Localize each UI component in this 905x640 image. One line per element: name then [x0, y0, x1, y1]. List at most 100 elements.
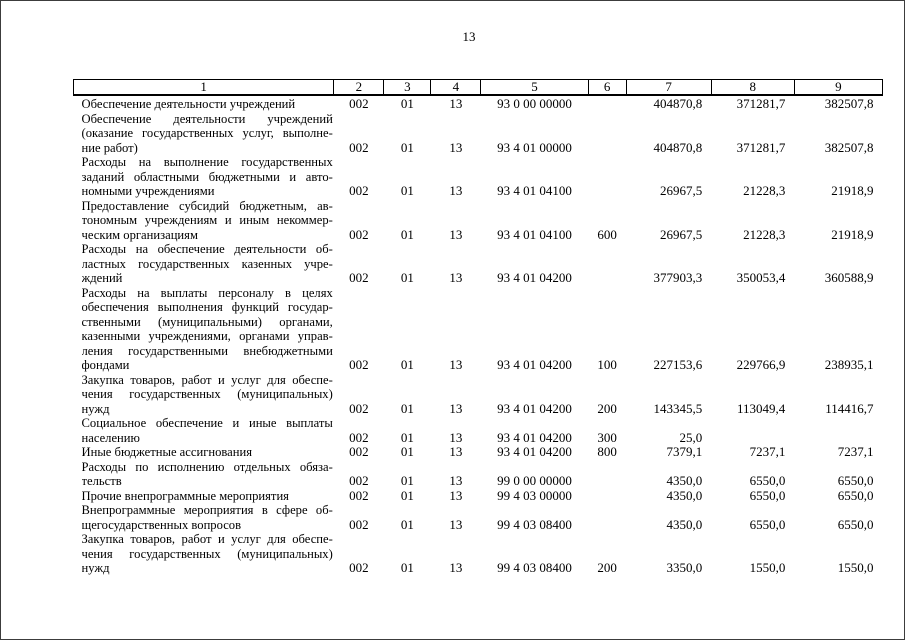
- cell-c7: 404870,8: [653, 96, 703, 111]
- cell-c7: 4350,0: [666, 516, 703, 532]
- cell-c3: 01: [400, 560, 414, 575]
- cell-c7: 4350,0: [666, 473, 703, 488]
- cell-c7: 4350,0: [666, 487, 703, 503]
- cell-c9: 382507,8: [824, 139, 874, 155]
- cell-c4: 13: [449, 473, 463, 488]
- cell-name: Обеспечение деятельности учреждений: [74, 95, 334, 112]
- table-row: Закупка товаров, работ и услуг для обесп…: [74, 532, 883, 576]
- cell-c3: 01: [400, 183, 414, 198]
- column-header: 2: [333, 79, 385, 96]
- cell-c2: 002: [349, 444, 369, 459]
- cell-c6: [588, 503, 626, 532]
- cell-c2: 002: [349, 400, 369, 416]
- cell-c2: 002: [349, 516, 369, 532]
- table-row: Закупка товаров, работ и услуг для обесп…: [74, 373, 883, 417]
- cell-c3: 01: [400, 226, 414, 242]
- cell-c8: [711, 416, 794, 445]
- name-line: Внепрограммные мероприятия в сфере об-: [81, 503, 333, 517]
- cell-c4: 13: [449, 400, 463, 416]
- cell-c7: 3350,0: [666, 560, 703, 575]
- name-line: чения государственных (муниципальных): [81, 387, 333, 401]
- cell-c2: 002: [349, 226, 369, 242]
- cell-name: Расходы на выплаты персоналу в целях обес…: [74, 286, 334, 373]
- table-row: Внепрограммные мероприятия в сфере об-ще…: [74, 503, 883, 532]
- cell-c2: 002: [349, 473, 369, 488]
- cell-c8: 6550,0: [749, 473, 786, 488]
- name-line: Обеспечение деятельности учреждений: [81, 97, 296, 111]
- name-line: казенными учреждениями, органами управ-: [81, 329, 333, 343]
- cell-name: Расходы по исполнению отдельных обяза-те…: [74, 460, 334, 489]
- cell-c9: 238935,1: [824, 357, 874, 372]
- cell-c2: 002: [349, 357, 369, 372]
- name-line: Закупка товаров, работ и услуг для обесп…: [81, 372, 333, 387]
- cell-c3: 01: [400, 444, 414, 459]
- cell-c5: 93 4 01 04100: [497, 226, 572, 242]
- cell-c6: 800: [597, 444, 617, 459]
- cell-c6: [588, 242, 626, 286]
- cell-c6: [588, 489, 626, 504]
- name-line: обеспечения выполнения функций государ-: [81, 300, 333, 314]
- cell-c6: 300: [597, 429, 617, 445]
- cell-name: Расходы на обеспечение деятельности об-л…: [74, 242, 334, 286]
- name-line: ственными (муниципальными) органами,: [81, 314, 333, 329]
- name-line: ние работ): [81, 140, 138, 155]
- cell-c3: 01: [400, 429, 414, 445]
- cell-name: Закупка товаров, работ и услуг для обесп…: [74, 532, 334, 576]
- cell-c7: 26967,5: [659, 226, 703, 242]
- name-line: ластных государственных казенных учре-: [81, 256, 333, 271]
- name-line: Расходы на обеспечение деятельности об-: [81, 242, 333, 256]
- page-number: 13: [462, 29, 476, 44]
- name-line: Обеспечение деятельности учреждений: [81, 111, 333, 126]
- cell-c8: 371281,7: [736, 96, 786, 111]
- cell-c5: 99 4 03 08400: [497, 516, 572, 532]
- cell-c8: 1550,0: [749, 560, 786, 575]
- cell-c6: 100: [597, 357, 617, 372]
- cell-c6: [588, 95, 626, 112]
- name-line: (оказание государственных услуг, выполне…: [81, 126, 333, 140]
- cell-c2: 002: [349, 560, 369, 575]
- cell-c2: 002: [349, 487, 369, 503]
- cell-c5: 93 0 00 00000: [497, 96, 572, 111]
- cell-c4: 13: [449, 560, 463, 575]
- cell-c2: 002: [349, 96, 369, 111]
- cell-c8: 6550,0: [749, 516, 786, 532]
- cell-c5: 93 4 01 00000: [497, 139, 572, 155]
- cell-c6: [588, 155, 626, 199]
- column-header: 3: [383, 79, 432, 96]
- cell-c9: 21918,9: [831, 226, 874, 242]
- cell-c4: 13: [449, 96, 463, 111]
- cell-c4: 13: [449, 139, 463, 155]
- table-row: Прочие внепрограммные мероприятия 002 01 13…: [74, 487, 883, 504]
- cell-c3: 01: [400, 516, 414, 532]
- cell-c2: 002: [349, 139, 369, 155]
- cell-c6: 600: [597, 226, 617, 242]
- table-row: Расходы на выплаты персоналу в целях обес…: [74, 286, 883, 373]
- cell-c9: 6550,0: [837, 516, 874, 532]
- cell-c4: 13: [449, 487, 463, 503]
- cell-c7: 377903,3: [653, 270, 703, 285]
- cell-c7: 7379,1: [666, 444, 703, 459]
- cell-c9: 360588,9: [824, 270, 874, 285]
- cell-c7: 26967,5: [659, 183, 703, 198]
- name-line: населению: [81, 430, 140, 445]
- cell-name: Расходы на выполнение государственных зад…: [74, 155, 334, 199]
- cell-c5: 99 0 00 00000: [497, 473, 572, 488]
- cell-c8: 229766,9: [736, 357, 786, 372]
- cell-c3: 01: [400, 487, 414, 503]
- name-line: щегосударственных вопросов: [81, 517, 242, 532]
- cell-c6: [588, 112, 626, 156]
- cell-name: Обеспечение деятельности учреждений (оказ…: [74, 112, 334, 156]
- cell-c3: 01: [400, 270, 414, 285]
- cell-c5: 93 4 01 04200: [497, 400, 572, 416]
- table-row: Социальное обеспечение и иные выплаты нас…: [74, 416, 883, 445]
- cell-c5: 93 4 01 04100: [497, 183, 572, 198]
- name-line: нужд: [81, 561, 110, 575]
- cell-c6: [588, 460, 626, 489]
- table-row: Обеспечение деятельности учреждений (оказ…: [74, 112, 883, 156]
- cell-c3: 01: [400, 473, 414, 488]
- cell-c5: 93 4 01 04200: [497, 429, 572, 445]
- name-line: ления государственными внебюджетными: [81, 343, 333, 358]
- cell-c8: 6550,0: [749, 487, 786, 503]
